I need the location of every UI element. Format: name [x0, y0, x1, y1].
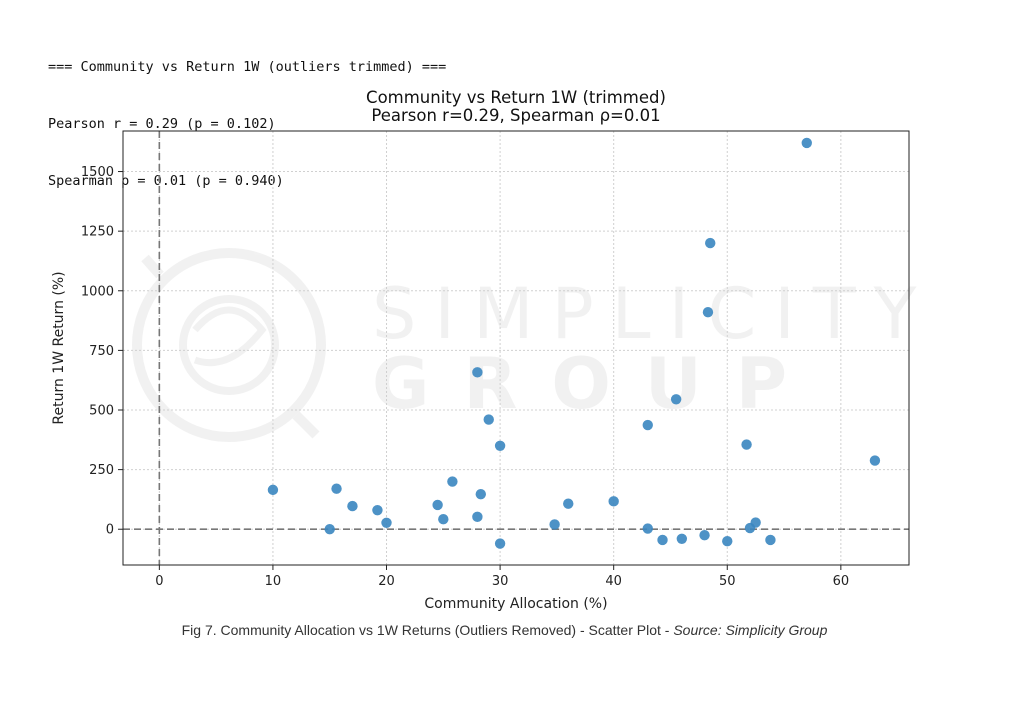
x-axis-label: Community Allocation (%)	[424, 596, 607, 612]
x-tick-label: 0	[155, 574, 163, 589]
scatter-point	[699, 529, 710, 541]
console-line-heading: === Community vs Return 1W (outliers tri…	[48, 59, 447, 75]
figure-caption: Fig 7. Community Allocation vs 1W Return…	[0, 622, 1009, 638]
scatter-point	[869, 455, 881, 466]
console-line-spearman: Spearman ρ = 0.01 (p = 0.940)	[48, 173, 284, 189]
y-axis-label: Return 1W Return (%)	[51, 271, 67, 424]
y-tick-label: 500	[89, 404, 114, 419]
x-axis-ticks: 0 10 20 30 40 50 60	[155, 565, 849, 589]
scatter-point	[722, 535, 733, 547]
caption-main: Fig 7. Community Allocation vs 1W Return…	[181, 622, 674, 638]
chart-title: Community vs Return 1W (trimmed)	[366, 88, 666, 107]
scatter-point	[347, 500, 358, 512]
console-output: === Community vs Return 1W (outliers tri…	[48, 20, 446, 210]
caption-source-label: Source	[673, 622, 718, 638]
scatter-point	[472, 367, 483, 378]
scatter-point	[670, 394, 682, 405]
scatter-point	[447, 476, 458, 487]
scatter-point	[741, 439, 752, 450]
scatter-point	[702, 307, 714, 318]
y-tick-label: 0	[106, 523, 114, 538]
x-tick-label: 60	[833, 574, 850, 589]
simplicity-group-watermark: SIMPLICITY GROUP	[132, 248, 934, 442]
scatter-point	[267, 484, 279, 496]
console-line-pearson: Pearson r = 0.29 (p = 0.102)	[48, 116, 276, 132]
chart-subtitle: Pearson r=0.29, Spearman ρ=0.01	[371, 106, 660, 125]
x-tick-label: 50	[719, 574, 736, 589]
scatter-point	[372, 504, 383, 516]
data-points	[267, 137, 881, 549]
scatter-point	[642, 523, 653, 534]
scatter-point	[483, 414, 494, 425]
scatter-point	[801, 137, 812, 149]
scatter-point	[563, 498, 574, 509]
x-tick-label: 20	[378, 574, 395, 589]
chart-grid	[123, 131, 909, 565]
y-tick-label: 1000	[81, 284, 114, 299]
scatter-point	[381, 517, 392, 528]
scatter-point	[432, 499, 443, 511]
scatter-point	[642, 419, 653, 431]
y-tick-label: 1500	[81, 165, 114, 180]
watermark-line1: SIMPLICITY	[372, 273, 934, 355]
caption-source-value: : Simplicity Group	[717, 622, 828, 638]
scatter-point	[705, 237, 716, 249]
scatter-point	[475, 488, 486, 500]
scatter-point	[549, 519, 560, 530]
x-tick-label: 30	[492, 574, 509, 589]
watermark-line2: GROUP	[372, 343, 821, 425]
x-tick-label: 10	[265, 574, 282, 589]
reference-lines	[123, 131, 909, 565]
scatter-point	[331, 483, 342, 494]
scatter-point	[494, 440, 506, 451]
scatter-point	[494, 538, 506, 549]
y-axis-ticks: 0 250 500 750 1000 1250 1500	[81, 165, 123, 538]
scatter-point	[657, 534, 668, 546]
scatter-point	[324, 524, 335, 535]
y-tick-label: 250	[89, 463, 114, 478]
scatter-point	[750, 517, 761, 528]
plot-frame	[122, 130, 910, 566]
scatter-point	[676, 533, 688, 544]
y-tick-label: 1250	[81, 225, 114, 240]
scatter-point	[438, 514, 449, 525]
y-tick-label: 750	[89, 344, 114, 359]
scatter-point	[765, 534, 776, 546]
x-tick-label: 40	[605, 574, 622, 589]
scatter-point	[472, 511, 483, 523]
scatter-point	[608, 496, 619, 507]
